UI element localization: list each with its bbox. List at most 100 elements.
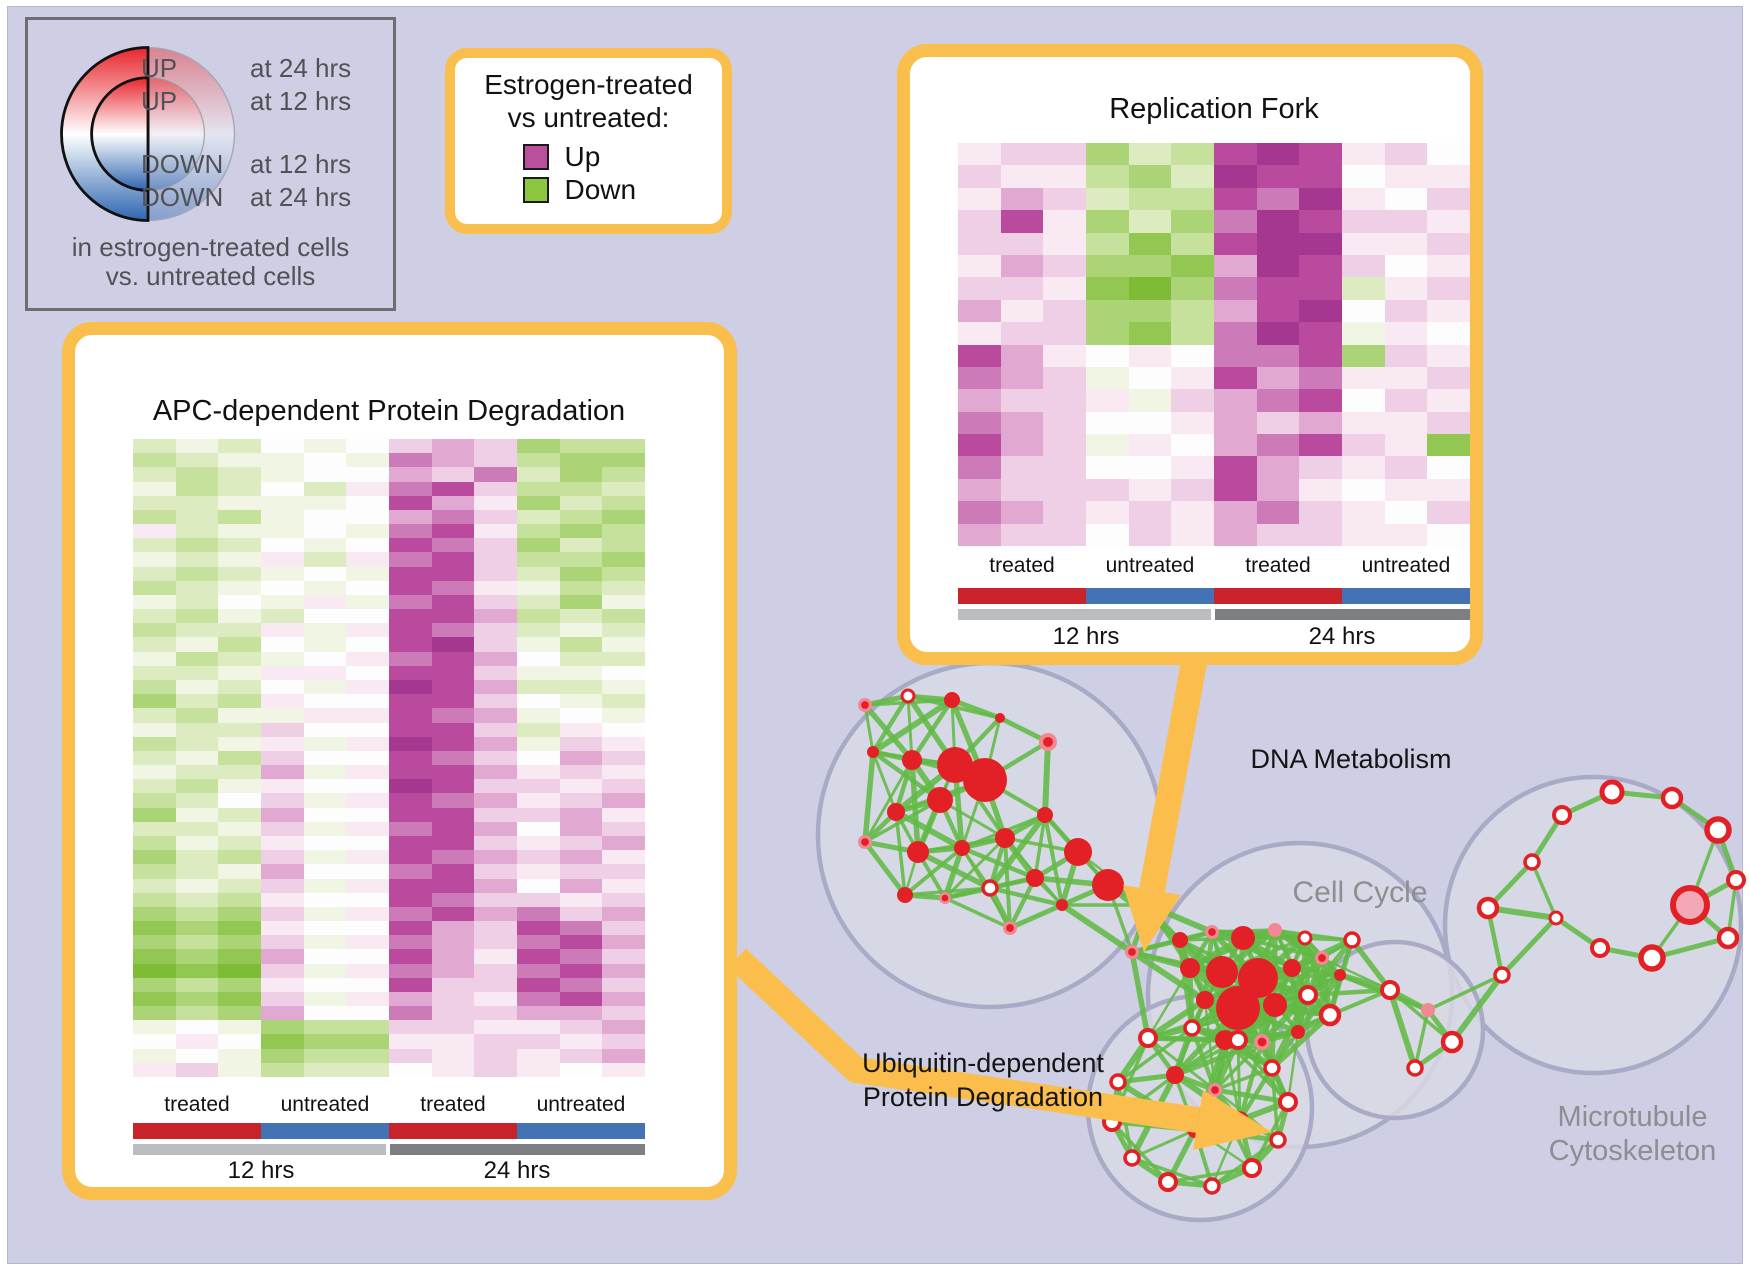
heatmap-cell xyxy=(559,1020,603,1035)
network-edge xyxy=(1146,997,1207,1041)
inner-circle-left-half xyxy=(90,76,150,192)
heatmap-cell xyxy=(1043,501,1086,524)
heatmap-cell xyxy=(346,750,389,766)
heatmap-cell xyxy=(133,524,176,539)
heatmap-cell xyxy=(133,977,176,992)
network-node xyxy=(927,787,953,813)
heatmap-cell xyxy=(1171,501,1214,524)
heatmap-cell xyxy=(474,935,517,950)
heatmap-cell xyxy=(1000,277,1044,300)
heatmap-cell xyxy=(389,708,432,723)
heatmap-cell xyxy=(175,609,219,624)
heatmap-cell xyxy=(175,793,219,808)
heatmap-cell xyxy=(602,793,645,808)
heatmap-cell xyxy=(133,991,176,1007)
heatmap-cell xyxy=(474,594,517,610)
heatmap-cell xyxy=(517,835,560,851)
heatmap-cell xyxy=(602,665,645,681)
heatmap-cell xyxy=(389,453,432,468)
heatmap-cell xyxy=(517,892,560,907)
heatmap-cell xyxy=(389,977,432,992)
network-edge xyxy=(1349,938,1393,992)
heatmap-cell xyxy=(303,580,347,595)
heatmap-cell xyxy=(175,736,219,751)
heatmap-cell xyxy=(1256,143,1300,166)
heatmap-cell xyxy=(1214,344,1257,367)
heatmap-cell xyxy=(1043,210,1086,233)
heatmap-cell xyxy=(559,835,603,851)
network-node xyxy=(1211,1086,1219,1094)
heatmap-cell xyxy=(175,807,219,822)
heatmap-cell xyxy=(958,254,1001,278)
heatmap-cell xyxy=(175,467,219,482)
heatmap-cell xyxy=(474,921,517,936)
heatmap-cell xyxy=(261,524,304,539)
heatmap-cell xyxy=(517,963,560,978)
heatmap-cell xyxy=(1427,411,1470,435)
heatmap-cell xyxy=(474,835,517,851)
heatmap-cell xyxy=(346,524,389,539)
heatmap-cell xyxy=(133,1034,176,1049)
rf-untreated-bar-12 xyxy=(1086,588,1214,604)
heatmap-cell xyxy=(517,524,560,539)
network-node xyxy=(1263,1059,1281,1077)
heatmap-cell xyxy=(133,921,176,936)
heatmap-cell xyxy=(1128,165,1172,188)
heatmap-cell xyxy=(559,680,603,695)
up-12-dir: UP xyxy=(141,86,178,116)
rf-group-label-3: treated xyxy=(1245,554,1311,577)
network-node xyxy=(1037,807,1053,823)
heatmap-cell xyxy=(389,921,432,936)
heatmap-cell xyxy=(431,495,475,510)
heatmap-cell xyxy=(1128,389,1172,412)
heatmap-cell xyxy=(389,821,432,836)
heatmap-cell xyxy=(602,1062,645,1077)
heatmap-cell xyxy=(559,594,603,610)
heatmap-cell xyxy=(1214,143,1257,166)
heatmap-cell xyxy=(346,793,389,808)
heatmap-cell xyxy=(1299,187,1342,211)
heatmap-cell xyxy=(175,708,219,723)
heatmap-cell xyxy=(431,708,475,723)
heatmap-cell xyxy=(1427,456,1470,479)
heatmap-cell xyxy=(958,299,1001,323)
heatmap-cell xyxy=(389,439,432,454)
network-edge xyxy=(1238,1066,1274,1122)
network-node xyxy=(1283,959,1301,977)
heatmap-cell xyxy=(389,623,432,638)
network-node xyxy=(1056,899,1068,911)
updown-legend-title-line1: Estrogen-treated xyxy=(484,69,693,100)
heatmap-cell xyxy=(261,750,304,766)
network-node xyxy=(907,841,929,863)
heatmap-cell xyxy=(261,538,304,553)
heatmap-cell xyxy=(218,467,261,482)
up-12-time: at 12 hrs xyxy=(250,86,352,116)
heatmap-cell xyxy=(133,453,176,468)
heatmap-cell xyxy=(474,651,517,666)
heatmap-cell xyxy=(1384,322,1428,345)
network-node xyxy=(941,894,949,902)
heatmap-cell xyxy=(602,821,645,836)
heatmap-cell xyxy=(389,566,432,581)
network-node xyxy=(1231,926,1255,950)
heatmap-cell xyxy=(517,439,560,454)
heatmap-cell xyxy=(1256,501,1300,524)
network-edge xyxy=(944,896,1011,930)
heatmap-cell xyxy=(1128,143,1172,166)
heatmap-cell xyxy=(389,665,432,681)
heatmap-cell xyxy=(1427,389,1470,412)
heatmap-cell xyxy=(346,580,389,595)
heatmap-cell xyxy=(1086,389,1129,412)
heatmap-cell xyxy=(389,935,432,950)
heatmap-cell xyxy=(175,850,219,865)
network-edge xyxy=(1427,973,1503,1012)
heatmap-cell xyxy=(431,977,475,992)
heatmap-cell xyxy=(175,1034,219,1049)
heatmap-cell xyxy=(175,524,219,539)
heatmap-cell xyxy=(218,991,261,1007)
heatmap-cell xyxy=(346,1034,389,1049)
heatmap-cell xyxy=(1086,411,1129,435)
network-node xyxy=(1206,956,1238,988)
heatmap-cell xyxy=(389,779,432,794)
heatmap-cell xyxy=(602,1020,645,1035)
